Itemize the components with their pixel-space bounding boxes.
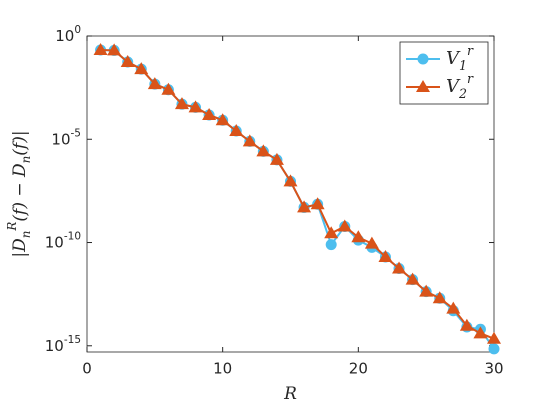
data-point bbox=[310, 197, 325, 210]
data-point bbox=[324, 226, 339, 239]
x-axis-label: R bbox=[283, 384, 297, 404]
data-point bbox=[325, 239, 337, 251]
data-point bbox=[378, 249, 393, 262]
legend-marker bbox=[416, 80, 430, 92]
x-tick-label: 0 bbox=[82, 360, 92, 378]
data-point bbox=[242, 134, 257, 147]
data-point bbox=[269, 152, 284, 165]
data-point bbox=[405, 272, 420, 285]
x-tick-label: 20 bbox=[349, 360, 368, 378]
legend-label: V1r bbox=[446, 43, 474, 73]
data-point bbox=[473, 326, 488, 339]
y-tick-label: 10-10 bbox=[45, 231, 81, 252]
data-point bbox=[93, 42, 108, 55]
y-tick-label: 100 bbox=[55, 24, 81, 45]
data-point bbox=[134, 62, 149, 75]
data-point bbox=[419, 284, 434, 297]
data-point bbox=[487, 331, 501, 344]
data-point bbox=[337, 219, 352, 232]
legend-label: V2r bbox=[446, 71, 474, 101]
data-point bbox=[202, 107, 217, 120]
x-tick-label: 30 bbox=[484, 360, 503, 378]
data-point bbox=[188, 100, 203, 113]
data-point bbox=[432, 291, 447, 304]
data-point bbox=[351, 230, 366, 243]
data-point bbox=[256, 144, 271, 157]
data-point bbox=[392, 261, 407, 274]
y-axis-label: |DnR(f) − Dn(f)| bbox=[5, 130, 33, 257]
y-tick-label: 10-5 bbox=[51, 127, 81, 148]
data-point bbox=[120, 55, 135, 68]
data-point bbox=[215, 113, 230, 126]
data-point bbox=[297, 200, 312, 213]
data-point bbox=[147, 77, 162, 90]
x-tick-label: 10 bbox=[213, 360, 232, 378]
data-point bbox=[174, 97, 189, 110]
data-point bbox=[229, 124, 244, 137]
data-point bbox=[107, 43, 122, 56]
data-point bbox=[283, 174, 298, 187]
y-tick-label: 10-15 bbox=[45, 334, 81, 355]
data-point bbox=[364, 236, 379, 249]
data-point bbox=[161, 82, 176, 95]
legend-marker bbox=[417, 53, 429, 65]
data-point bbox=[459, 318, 474, 331]
legend-box bbox=[399, 41, 489, 105]
data-point bbox=[446, 301, 461, 314]
data-point bbox=[488, 343, 500, 355]
